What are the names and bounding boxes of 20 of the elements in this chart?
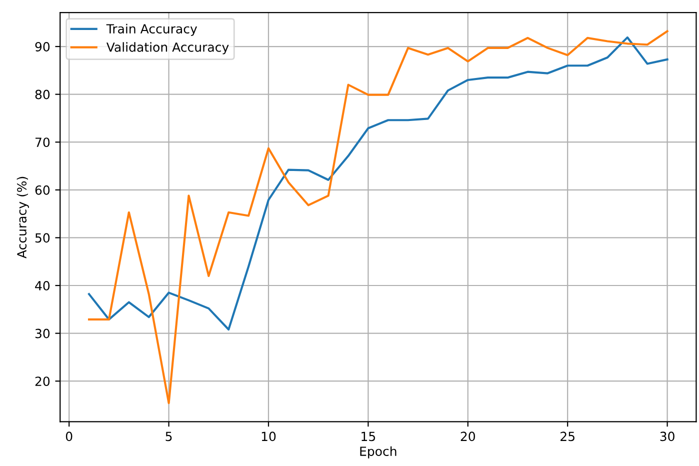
x-tick-label: 15 bbox=[362, 432, 376, 442]
y-tick-label: 20 bbox=[35, 376, 50, 386]
x-axis-title: Epoch bbox=[360, 446, 396, 458]
x-tick-label: 20 bbox=[460, 432, 476, 442]
x-tick-label: 0 bbox=[66, 432, 72, 442]
line-series bbox=[88, 36, 668, 331]
y-tick-label: 30 bbox=[35, 328, 50, 338]
y-axis-title: Accuracy (%) bbox=[16, 176, 29, 258]
x-tick-label: 10 bbox=[262, 432, 276, 442]
legend-label: Validation Accuracy bbox=[106, 42, 229, 54]
y-tick-label: 50 bbox=[35, 233, 50, 243]
y-tick-label: 90 bbox=[35, 42, 50, 52]
legend-label: Train Accuracy bbox=[106, 24, 198, 36]
y-tick-label: 80 bbox=[35, 90, 50, 100]
y-tick-label: 40 bbox=[35, 280, 50, 290]
x-tick-label: 30 bbox=[660, 432, 674, 442]
y-tick-label: 60 bbox=[35, 185, 50, 195]
y-tick-label: 70 bbox=[36, 138, 50, 148]
x-tick-label: 5 bbox=[166, 432, 172, 442]
x-tick-label: 25 bbox=[560, 432, 574, 442]
